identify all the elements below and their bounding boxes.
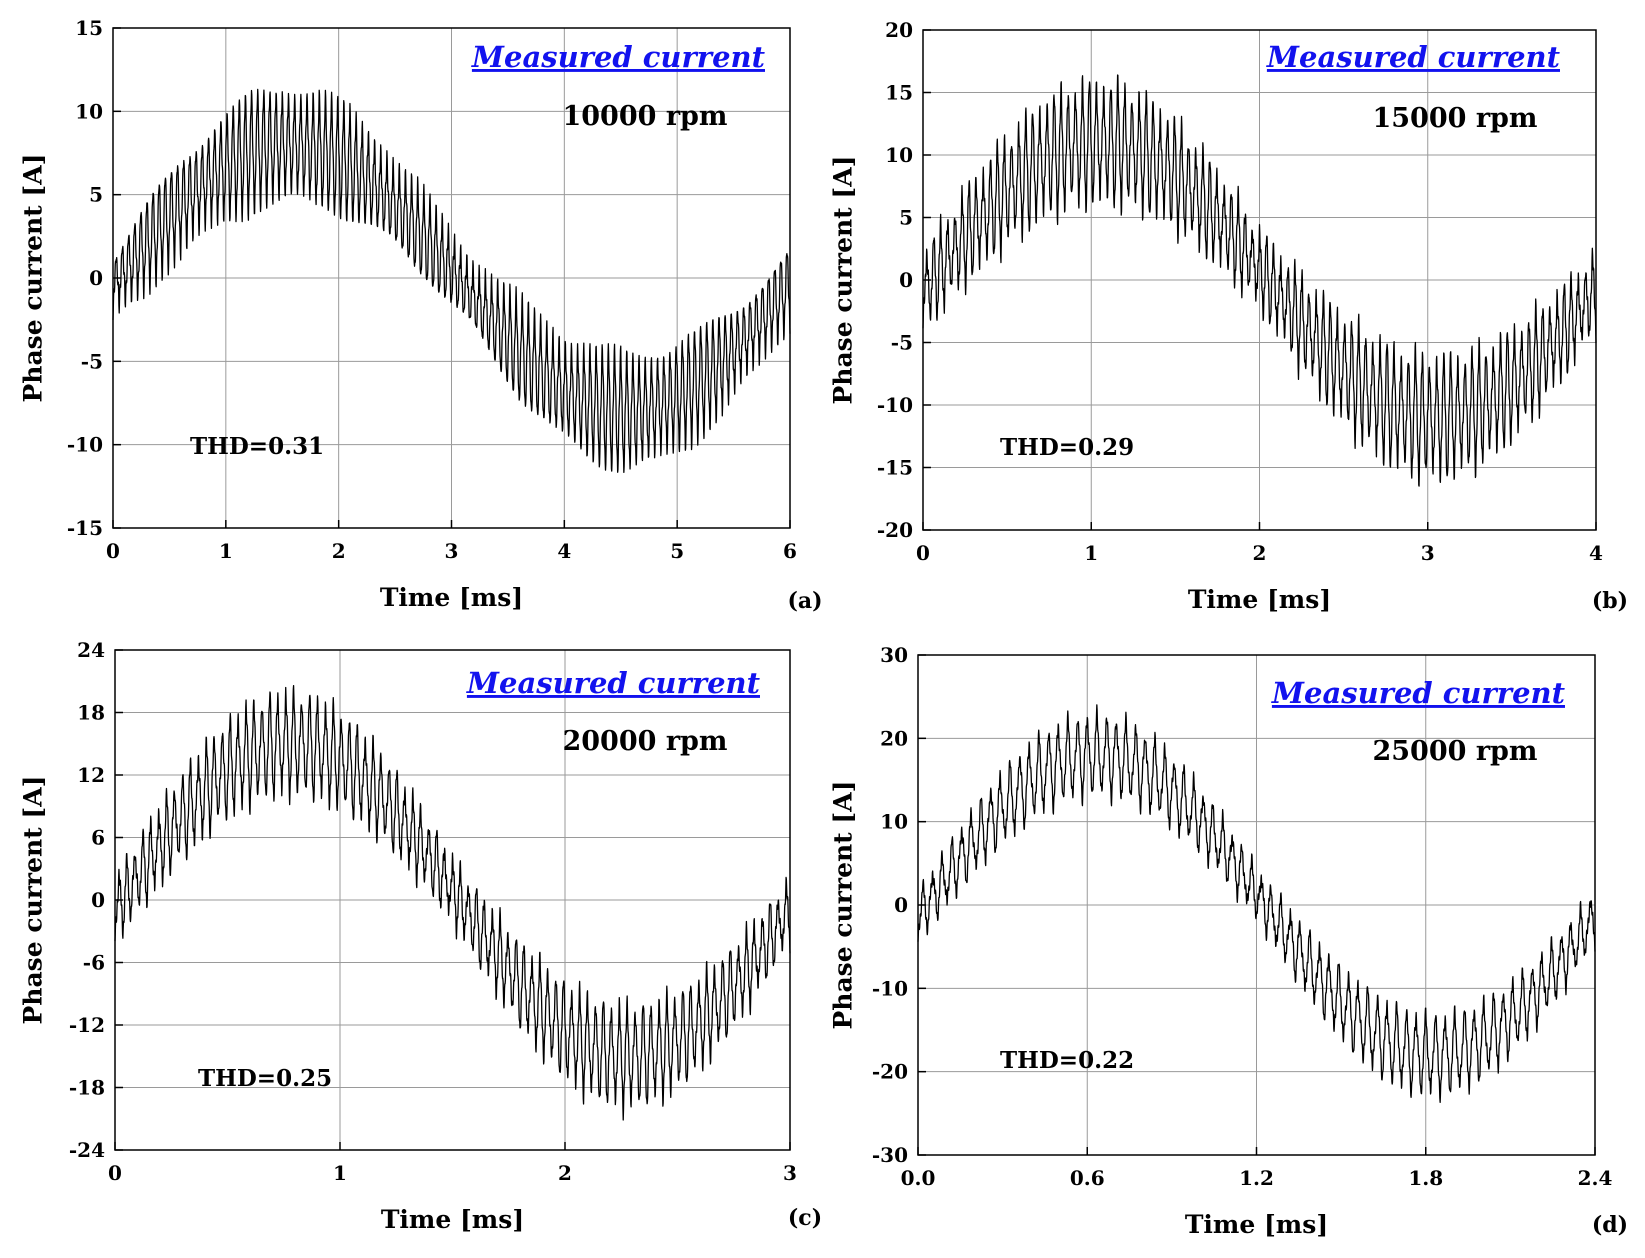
y-tick-label: -20 bbox=[877, 518, 913, 542]
y-tick-label: 24 bbox=[77, 638, 105, 662]
chart-title: Measured current bbox=[1271, 676, 1566, 710]
panel-label: (a) bbox=[787, 588, 822, 614]
y-tick-label: 10 bbox=[75, 99, 103, 123]
panel-label: (d) bbox=[1592, 1212, 1628, 1238]
speed-label: 20000 rpm bbox=[562, 726, 727, 757]
y-tick-label: 0 bbox=[899, 268, 913, 292]
x-tick-label: 2 bbox=[558, 1161, 572, 1185]
chart-panel-2: 0 1 2 3 4 20 15 10 5 0 -5 -10 -15 -20 Measured current… bbox=[829, 18, 1629, 614]
x-tick-label: 1 bbox=[333, 1161, 347, 1185]
y-tick-label: 18 bbox=[77, 701, 105, 725]
y-tick-label: -30 bbox=[872, 1143, 908, 1167]
current-trace bbox=[917, 704, 1596, 1103]
plot-frame bbox=[114, 649, 791, 1151]
speed-label: 25000 rpm bbox=[1372, 736, 1537, 767]
chart-panel-4: 0.0 0.6 1.2 1.8 2.4 30 20 10 0 -10 -20 -30 Measured … bbox=[829, 643, 1629, 1239]
plot-frame bbox=[112, 27, 791, 529]
x-tick-label: 1.2 bbox=[1239, 1166, 1274, 1190]
y-tick-label: 12 bbox=[77, 763, 105, 787]
y-tick-label: 20 bbox=[880, 726, 908, 750]
y-tick-label: 0 bbox=[894, 893, 908, 917]
y-tick-label: 15 bbox=[885, 81, 913, 105]
x-tick-label: 0.6 bbox=[1070, 1166, 1105, 1190]
x-tick-label: 1 bbox=[219, 539, 233, 563]
plot-frame bbox=[922, 29, 1597, 531]
x-tick-label: 2 bbox=[1253, 541, 1267, 565]
y-tick-label: -15 bbox=[67, 516, 103, 540]
y-axis-label: Phase current [A] bbox=[829, 156, 858, 405]
y-tick-label: -20 bbox=[872, 1060, 908, 1084]
plot-frame bbox=[917, 654, 1596, 1156]
x-axis-label: Time [ms] bbox=[380, 583, 523, 612]
thd-annotation: THD=0.29 bbox=[1000, 434, 1134, 461]
y-tick-label: 0 bbox=[89, 266, 103, 290]
x-tick-label: 2 bbox=[332, 539, 346, 563]
y-tick-label: 10 bbox=[885, 143, 913, 167]
y-tick-label: -10 bbox=[877, 393, 913, 417]
x-tick-label: 0.0 bbox=[901, 1166, 936, 1190]
y-tick-label: 10 bbox=[880, 810, 908, 834]
y-axis-label: Phase current [A] bbox=[19, 776, 48, 1025]
chart-panel-1: 0 1 2 3 4 5 6 15 10 5 0 -5 -10 -15 Measured current 100… bbox=[19, 16, 823, 614]
x-tick-label: 2.4 bbox=[1578, 1166, 1613, 1190]
thd-annotation: THD=0.22 bbox=[1000, 1047, 1134, 1074]
y-tick-label: -15 bbox=[877, 456, 913, 480]
panel-label: (b) bbox=[1592, 588, 1628, 614]
x-tick-label: 1.8 bbox=[1408, 1166, 1443, 1190]
y-tick-label: -5 bbox=[891, 331, 913, 355]
current-trace bbox=[922, 74, 1597, 487]
speed-label: 15000 rpm bbox=[1372, 103, 1537, 134]
chart-title: Measured current bbox=[1266, 40, 1561, 74]
x-tick-label: 4 bbox=[557, 539, 571, 563]
y-tick-label: -5 bbox=[81, 349, 103, 373]
x-tick-label: 0 bbox=[108, 1161, 122, 1185]
x-tick-label: 3 bbox=[445, 539, 459, 563]
panel-label: (c) bbox=[788, 1205, 822, 1231]
y-tick-label: -12 bbox=[69, 1013, 105, 1037]
x-tick-label: 5 bbox=[670, 539, 684, 563]
chart-title: Measured current bbox=[466, 666, 761, 700]
y-tick-label: -10 bbox=[872, 976, 908, 1000]
thd-annotation: THD=0.31 bbox=[190, 433, 324, 460]
x-tick-label: 0 bbox=[916, 541, 930, 565]
thd-annotation: THD=0.25 bbox=[198, 1065, 332, 1092]
x-tick-label: 3 bbox=[783, 1161, 797, 1185]
y-tick-label: -10 bbox=[67, 433, 103, 457]
y-tick-label: -6 bbox=[83, 951, 105, 975]
y-tick-label: 30 bbox=[880, 643, 908, 667]
x-axis-label: Time [ms] bbox=[1188, 585, 1331, 614]
y-tick-label: 20 bbox=[885, 18, 913, 42]
chart-title: Measured current bbox=[471, 40, 766, 74]
x-axis-label: Time [ms] bbox=[1185, 1210, 1328, 1239]
y-tick-label: -24 bbox=[69, 1138, 105, 1162]
y-axis-label: Phase current [A] bbox=[19, 154, 48, 403]
y-tick-label: -18 bbox=[69, 1076, 105, 1100]
y-tick-label: 5 bbox=[899, 206, 913, 230]
x-tick-label: 1 bbox=[1084, 541, 1098, 565]
y-axis-label: Phase current [A] bbox=[829, 781, 858, 1030]
x-axis-label: Time [ms] bbox=[381, 1205, 524, 1234]
y-tick-label: 5 bbox=[89, 183, 103, 207]
current-trace bbox=[114, 684, 791, 1121]
x-tick-label: 4 bbox=[1589, 541, 1603, 565]
y-tick-label: 6 bbox=[91, 826, 105, 850]
x-tick-label: 6 bbox=[783, 539, 797, 563]
speed-label: 10000 rpm bbox=[562, 101, 727, 132]
x-tick-label: 0 bbox=[106, 539, 120, 563]
current-trace bbox=[112, 88, 791, 473]
y-tick-label: 15 bbox=[75, 16, 103, 40]
x-tick-label: 3 bbox=[1421, 541, 1435, 565]
y-tick-label: 0 bbox=[91, 888, 105, 912]
